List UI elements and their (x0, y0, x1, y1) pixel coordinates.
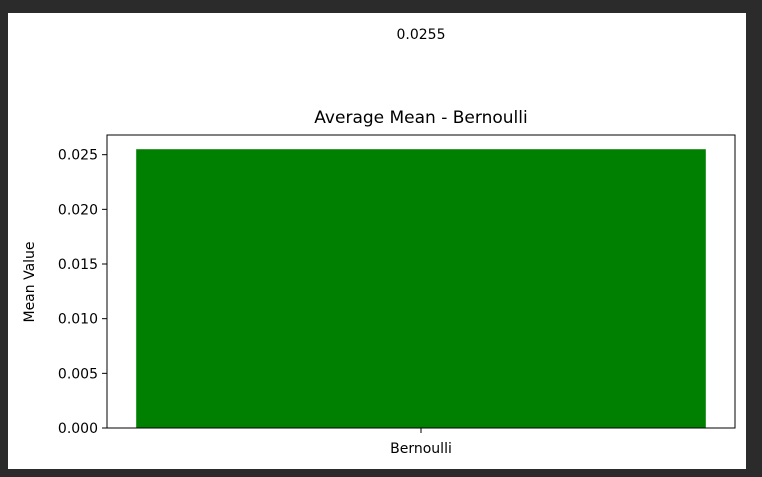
x-axis: Bernoulli (390, 428, 452, 457)
y-tick-label: 0.000 (58, 421, 98, 437)
chart-title: Average Mean - Bernoulli (314, 108, 527, 128)
y-tick-label: 0.020 (58, 202, 98, 218)
y-tick-label: 0.005 (58, 366, 98, 382)
value-annotation: 0.0255 (397, 27, 446, 43)
y-axis: 0.000 0.005 0.010 0.015 0.020 0.025 (58, 148, 107, 437)
x-tick-label: Bernoulli (390, 441, 452, 457)
y-tick-label: 0.015 (58, 257, 98, 273)
bar-bernoulli (136, 149, 706, 428)
bars-group (136, 149, 706, 428)
y-tick-label: 0.010 (58, 312, 98, 328)
y-tick-label: 0.025 (58, 148, 98, 164)
y-axis-title: Mean Value (22, 241, 38, 322)
